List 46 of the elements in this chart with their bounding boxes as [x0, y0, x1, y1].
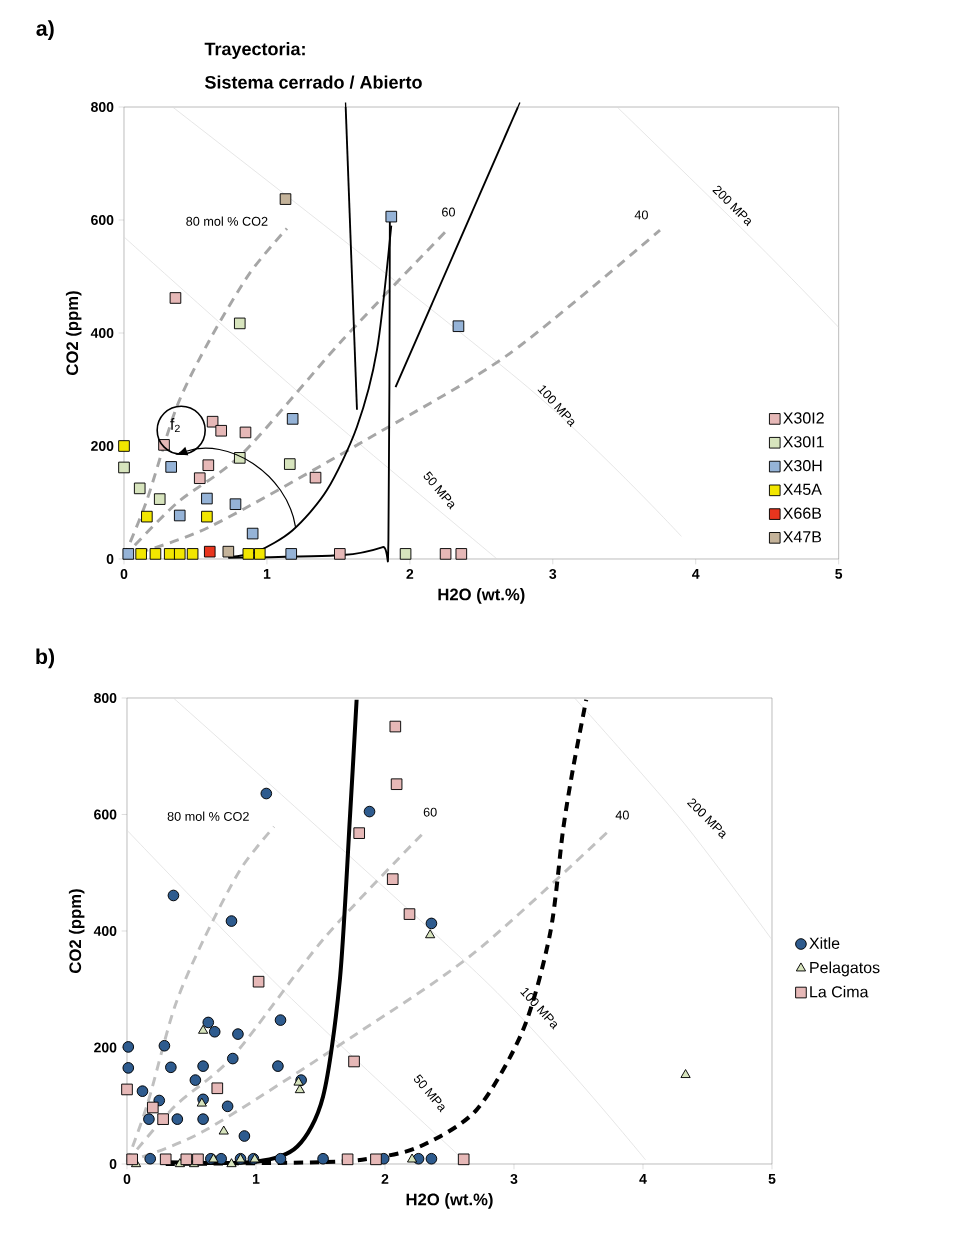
legend-label: Xitle [809, 937, 840, 949]
x-tick-label: 3 [510, 1174, 518, 1184]
annotation: 40 [634, 210, 648, 220]
legend-label: X30I2 [783, 412, 824, 424]
legend-label: X45A [783, 483, 822, 495]
annotation: 60 [442, 207, 455, 217]
y-tick-label: 400 [90, 328, 114, 338]
y-tick-label: 600 [91, 215, 114, 225]
y-tick-label: 600 [94, 809, 117, 820]
x-tick-label: 4 [692, 569, 700, 579]
x-tick-label: 2 [406, 569, 414, 579]
legend-label: X66B [783, 507, 822, 519]
x-tick-label: 5 [835, 569, 843, 579]
text: Trayectoria: [204, 42, 305, 59]
text: Sistema cerrado / Abierto [204, 75, 422, 89]
chart-title: b) [36, 648, 55, 669]
y-tick-label: 800 [94, 693, 117, 703]
annotation: 40 [615, 810, 629, 820]
chart-title: a) [36, 20, 54, 41]
x-tick-label: 1 [252, 1174, 260, 1184]
y-tick-label: 400 [93, 926, 117, 936]
y-tick-label: 200 [94, 1042, 117, 1053]
legend-label: X30I1 [783, 436, 824, 448]
legend-label: X30H [783, 460, 822, 472]
x-tick-label: 3 [549, 569, 557, 579]
x-axis-title: H2O (wt.%) [406, 1193, 493, 1209]
x-tick-label: 1 [263, 569, 271, 579]
annotation: 80 mol % CO2 [186, 216, 268, 226]
y-tick-label: 0 [109, 1159, 117, 1169]
y-tick-label: 800 [91, 102, 114, 112]
annotation: 60 [423, 807, 437, 817]
x-tick-label: 0 [120, 569, 128, 579]
x-tick-label: 2 [381, 1174, 389, 1184]
y-axis-title: CO2 (ppm) [65, 291, 82, 375]
annotation: 80 mol % CO2 [167, 811, 249, 821]
legend-label: Pelagatos [810, 961, 880, 977]
annotation: f$_{2}$ [170, 418, 180, 433]
x-tick-label: 0 [123, 1174, 131, 1184]
x-tick-label: 5 [768, 1174, 776, 1184]
legend-label: X47B [783, 531, 822, 543]
y-tick-label: 0 [106, 554, 114, 564]
x-tick-label: 4 [639, 1174, 647, 1184]
legend-label: La Cima [810, 985, 869, 998]
x-axis-title: H2O (wt.%) [438, 588, 525, 604]
y-axis-title: CO2 (ppm) [68, 889, 85, 973]
y-tick-label: 200 [91, 441, 114, 451]
